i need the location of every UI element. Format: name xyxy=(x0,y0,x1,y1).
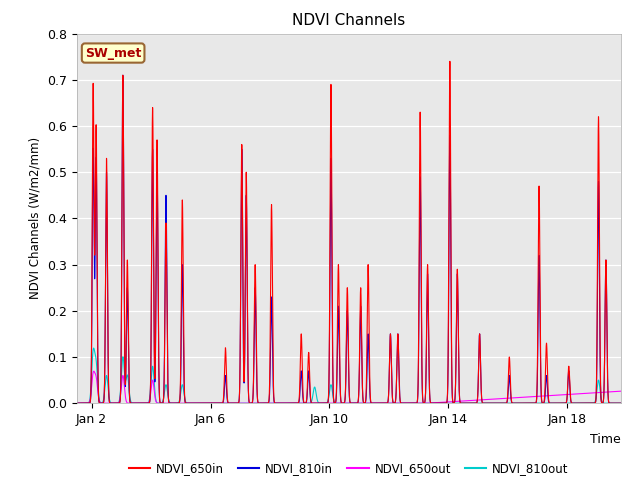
NDVI_650out xyxy=(623,388,630,394)
NDVI_650out xyxy=(588,390,595,396)
Line: NDVI_810in: NDVI_810in xyxy=(77,75,627,403)
NDVI_650in xyxy=(426,395,434,401)
NDVI_650in xyxy=(73,400,81,406)
NDVI_810in xyxy=(588,400,595,406)
NDVI_810in xyxy=(119,72,127,78)
NDVI_810out xyxy=(236,400,243,406)
NDVI_810out xyxy=(467,400,474,406)
NDVI_810in xyxy=(623,400,630,406)
NDVI_810out xyxy=(210,400,218,406)
Line: NDVI_810out: NDVI_810out xyxy=(77,348,627,403)
Legend: NDVI_650in, NDVI_810in, NDVI_650out, NDVI_810out: NDVI_650in, NDVI_810in, NDVI_650out, NDV… xyxy=(124,457,573,480)
NDVI_810out xyxy=(90,345,97,351)
NDVI_810out xyxy=(73,400,81,406)
NDVI_810in xyxy=(333,373,341,379)
NDVI_810in xyxy=(426,396,434,401)
NDVI_810in xyxy=(210,400,218,406)
NDVI_650in xyxy=(588,400,595,406)
NDVI_810out xyxy=(588,400,595,406)
Line: NDVI_650out: NDVI_650out xyxy=(77,371,627,403)
Title: NDVI Channels: NDVI Channels xyxy=(292,13,405,28)
NDVI_650in xyxy=(467,400,474,406)
NDVI_650out xyxy=(333,400,341,406)
NDVI_650in xyxy=(623,400,630,406)
NDVI_810out xyxy=(623,400,630,406)
NDVI_650out xyxy=(206,400,214,406)
NDVI_810out xyxy=(333,400,341,406)
NDVI_650out xyxy=(406,400,413,406)
Text: SW_met: SW_met xyxy=(85,47,141,60)
NDVI_650in xyxy=(210,400,218,406)
NDVI_810in xyxy=(73,400,81,406)
NDVI_650out xyxy=(210,400,218,406)
NDVI_650out xyxy=(90,368,97,374)
NDVI_650out xyxy=(467,397,474,403)
NDVI_810in xyxy=(467,400,474,406)
NDVI_810out xyxy=(406,400,413,406)
NDVI_810out xyxy=(426,400,434,406)
Line: NDVI_650in: NDVI_650in xyxy=(77,61,627,403)
NDVI_810in xyxy=(200,400,208,406)
Y-axis label: NDVI Channels (W/m2/mm): NDVI Channels (W/m2/mm) xyxy=(29,137,42,300)
NDVI_650out xyxy=(426,400,434,406)
NDVI_650in xyxy=(333,364,340,370)
NDVI_810in xyxy=(406,400,413,406)
NDVI_650in xyxy=(446,59,454,64)
NDVI_650in xyxy=(200,400,208,406)
NDVI_650out xyxy=(73,400,81,406)
NDVI_650in xyxy=(406,400,413,406)
Text: Time: Time xyxy=(590,433,621,446)
